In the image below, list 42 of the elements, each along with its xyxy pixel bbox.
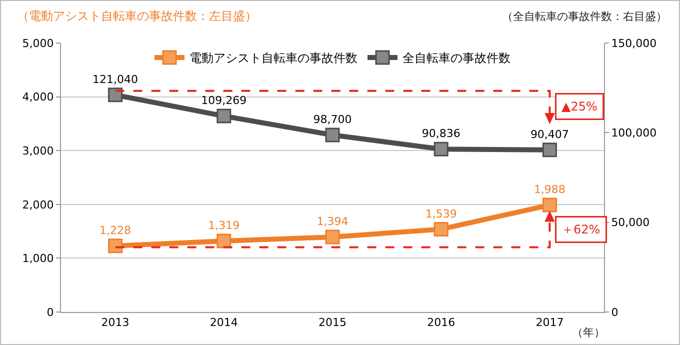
data-label: 98,700 — [313, 113, 352, 126]
data-label: 90,407 — [530, 128, 569, 141]
x-tick-label: 2017 — [536, 316, 564, 330]
y-tick-label: 1,000 — [22, 252, 54, 266]
point — [542, 142, 557, 158]
point — [434, 222, 448, 236]
data-label: 1,228 — [100, 224, 132, 238]
y2-tick-label: 50,000 — [611, 216, 650, 230]
annotation: ▲25% — [562, 100, 598, 114]
legend-label: 電動アシスト自転車の事故件数 — [190, 51, 358, 66]
x-tick-label: 2014 — [210, 316, 238, 330]
x-tick-label: 2013 — [101, 316, 130, 330]
data-label: 1,539 — [425, 207, 457, 220]
y-tick-label: 3,000 — [22, 144, 54, 158]
x-tick-label: 2015 — [318, 316, 346, 330]
point — [108, 88, 123, 102]
annotation: ＋62% — [562, 222, 600, 236]
x-axis-title: （年） — [572, 326, 605, 339]
y2-tick-label: 100,000 — [611, 126, 657, 140]
point — [108, 238, 123, 254]
data-label: 1,988 — [534, 183, 566, 196]
point — [216, 234, 232, 248]
y-tick-label: 0 — [46, 306, 54, 319]
point — [325, 128, 340, 142]
y-tick-label: 2,000 — [22, 198, 54, 212]
data-label: 109,269 — [201, 94, 247, 108]
y2-tick-label: 0 — [611, 306, 618, 319]
data-label: 1,319 — [208, 219, 240, 232]
data-label: 121,040 — [92, 73, 138, 86]
point — [434, 142, 448, 156]
y-axis-title: （電動アシスト自転車の事故件数：左目盛） — [17, 9, 257, 23]
legend-label: 全自転車の事故件数 — [402, 51, 510, 66]
x-tick-label: 2016 — [427, 316, 456, 330]
y2-axis-title: （全自転車の事故件数：右目盛） — [502, 10, 667, 23]
point — [216, 108, 232, 124]
y-tick-label: 5,000 — [22, 36, 54, 50]
data-label: 1,394 — [316, 215, 348, 228]
point — [325, 230, 340, 244]
point — [542, 198, 557, 212]
data-label: 90,836 — [422, 127, 460, 140]
y2-tick-label: 150,000 — [611, 36, 657, 50]
y-tick-label: 4,000 — [22, 90, 54, 104]
